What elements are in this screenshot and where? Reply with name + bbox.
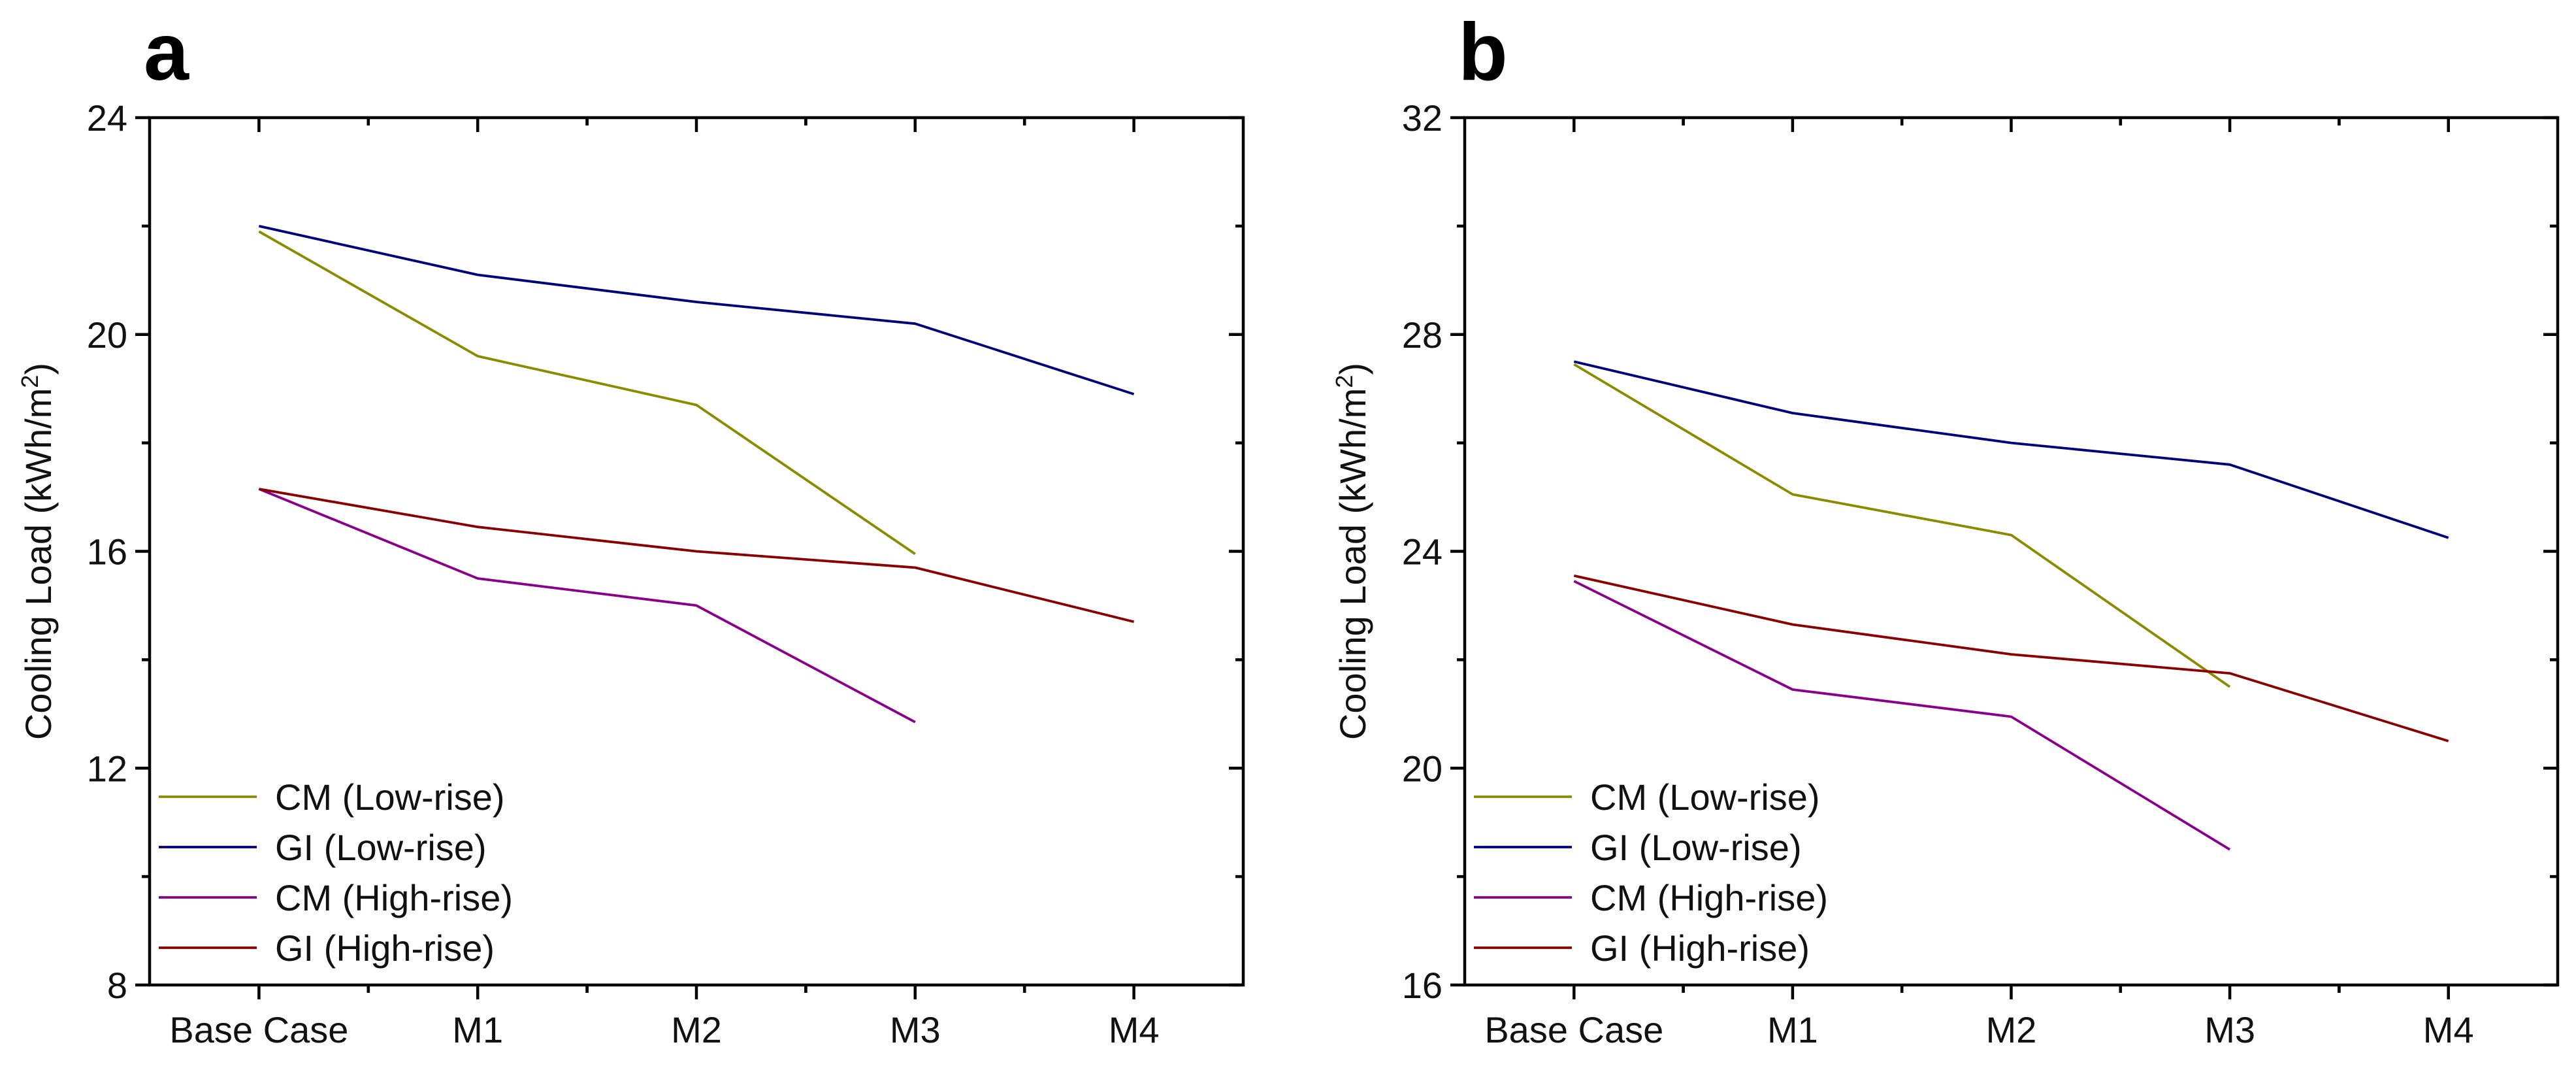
- x-tick-label: M2: [671, 1009, 722, 1050]
- panel-letter: b: [1458, 7, 1508, 97]
- y-tick-label: 16: [87, 531, 127, 573]
- y-tick-label: 28: [1402, 314, 1443, 356]
- x-tick-label: M4: [1109, 1009, 1160, 1050]
- chart-panel-a: 8 12 16 20 24 Base Case M1 M2 M3 M4 CM (Low-rise) G…: [16, 7, 1245, 1050]
- series-line-gi-low-rise: [1573, 360, 2449, 539]
- series-line-cm-high-rise: [1573, 580, 2231, 851]
- legend-label: CM (Low-rise): [275, 776, 505, 818]
- legend-label: CM (High-rise): [1590, 877, 1828, 918]
- y-tick-label: 8: [107, 965, 127, 1006]
- legend-label: CM (Low-rise): [1590, 776, 1820, 818]
- x-tick-label: M3: [890, 1009, 941, 1050]
- legend-label: GI (Low-rise): [1590, 827, 1802, 868]
- x-tick-label: M4: [2423, 1009, 2474, 1050]
- legend-label: GI (Low-rise): [275, 827, 487, 868]
- chart-panel-b: 16 20 24 28 32 Base Case M1 M2 M3 M4 CM (Low-rise)…: [1331, 7, 2560, 1050]
- legend-label: CM (High-rise): [275, 877, 513, 918]
- y-tick-label: 24: [1402, 531, 1443, 573]
- x-tick-label: M1: [452, 1009, 503, 1050]
- x-tick-label: Base Case: [1484, 1009, 1663, 1050]
- y-tick-label: 12: [87, 748, 127, 789]
- y-tick-label: 20: [87, 314, 127, 356]
- y-tick-label: 16: [1402, 965, 1443, 1006]
- series-line-gi-low-rise: [258, 225, 1135, 395]
- x-tick-label: M1: [1767, 1009, 1818, 1050]
- y-tick-label: 20: [1402, 748, 1443, 789]
- series-line-gi-high-rise: [259, 488, 1135, 624]
- y-axis-label: Cooling Load (kWh/m2): [1331, 363, 1373, 740]
- series-line-cm-low-rise: [1573, 363, 2231, 688]
- x-tick-label: M3: [2204, 1009, 2255, 1050]
- legend-label: GI (High-rise): [275, 927, 495, 969]
- panel-letter: a: [144, 7, 189, 97]
- series-line-cm-low-rise: [258, 230, 916, 556]
- y-tick-label: 32: [1402, 97, 1443, 139]
- x-tick-label: Base Case: [169, 1009, 348, 1050]
- y-tick-label: 24: [87, 97, 127, 139]
- legend-label: GI (High-rise): [1590, 927, 1810, 969]
- y-axis-label: Cooling Load (kWh/m2): [16, 363, 59, 740]
- series-line-gi-high-rise: [1573, 574, 2449, 743]
- series-line-cm-high-rise: [258, 488, 916, 724]
- x-tick-label: M2: [1986, 1009, 2037, 1050]
